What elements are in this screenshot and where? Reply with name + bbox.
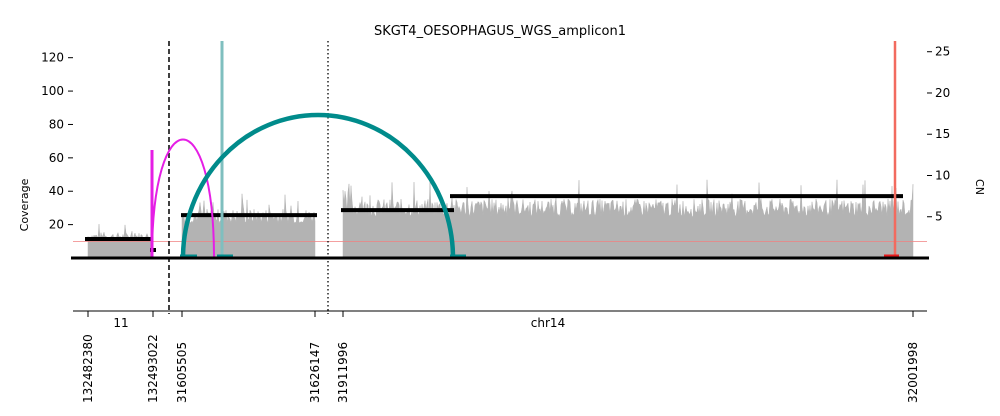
coverage-area <box>87 178 914 259</box>
x-tick-label: 32001998 <box>906 342 920 403</box>
y-left-tick-label: 80 <box>49 117 64 131</box>
axis-ticks: 20 40 60 80 100 120 5 10 15 20 25 132482380 13249302… <box>41 45 950 403</box>
x-tick-label: 31626147 <box>308 342 322 403</box>
x-tick-label: 132493022 <box>146 334 160 403</box>
y-axis-left-label: Coverage <box>18 178 31 231</box>
coverage-segment-3 <box>342 178 914 259</box>
chromosome-label: 11 <box>113 316 128 330</box>
y-left-tick-label: 60 <box>49 151 64 165</box>
chromosome-label: chr14 <box>531 316 565 330</box>
y-axis-right-label: CN <box>973 179 986 195</box>
x-tick-label: 31911996 <box>336 342 350 403</box>
y-right-tick-label: 20 <box>935 86 950 100</box>
y-left-tick-label: 40 <box>49 184 64 198</box>
y-left-tick-label: 20 <box>49 218 64 232</box>
y-right-tick-label: 10 <box>935 168 950 182</box>
structural-edges <box>150 41 899 259</box>
coverage-segment-1 <box>87 224 154 259</box>
x-tick-label: 132482380 <box>81 334 95 403</box>
y-left-tick-label: 100 <box>41 84 64 98</box>
y-left-tick-label: 120 <box>41 51 64 65</box>
breakpoint-lines <box>168 41 329 314</box>
axes <box>71 256 929 312</box>
chart-title: SKGT4_OESOPHAGUS_WGS_amplicon1 <box>374 24 626 39</box>
x-tick-label: 31605505 <box>175 342 189 403</box>
everted-arc <box>180 112 456 259</box>
y-right-tick-label: 15 <box>935 127 950 141</box>
y-right-tick-label: 25 <box>935 45 950 59</box>
y-right-tick-label: 5 <box>935 210 943 224</box>
foldback-arc <box>151 138 215 259</box>
coverage-segment-2 <box>181 193 316 259</box>
